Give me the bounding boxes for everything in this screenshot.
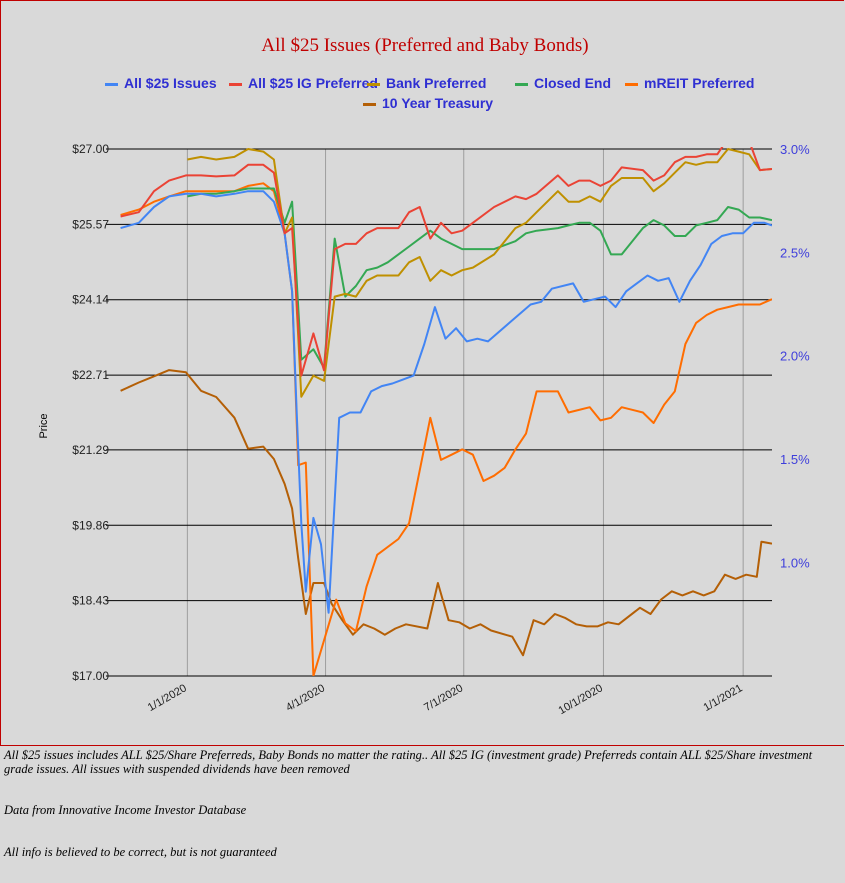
note-description: All $25 issues includes ALL $25/Share Pr… (4, 748, 813, 776)
x-tick-label: 10/1/2020 (557, 682, 605, 717)
y-tick-label: $25.57 (72, 217, 109, 231)
series-line-all-25-issues (120, 190, 772, 614)
legend-swatch (625, 83, 638, 86)
series-line-mreit-preferred (120, 182, 772, 676)
y-tick-label: $19.86 (72, 518, 109, 532)
legend-label: All $25 Issues (124, 75, 217, 91)
series-line-closed-end (187, 187, 772, 369)
y-tick-label: $21.29 (72, 443, 109, 457)
line-chart: All $25 Issues (Preferred and Baby Bonds… (38, 35, 810, 717)
legend-swatch (363, 103, 376, 106)
grid (106, 148, 772, 677)
legend-label: Closed End (534, 75, 611, 91)
y-right-tick-label: 2.0% (780, 349, 810, 364)
legend-swatch (515, 83, 528, 86)
y-axis-label: Price (38, 413, 50, 438)
legend-swatch (367, 83, 380, 86)
legend-label: All $25 IG Preferred (248, 75, 378, 91)
note-data-source: Data from Innovative Income Investor Dat… (4, 803, 247, 817)
y-tick-label: $27.00 (72, 142, 109, 156)
note-disclaimer: All info is believed to be correct, but … (4, 845, 277, 859)
legend-label: 10 Year Treasury (382, 95, 493, 111)
y-right-tick-label: 3.0% (780, 142, 810, 157)
y-right-tick-label: 1.0% (780, 555, 810, 570)
legend: All $25 Issues All $25 IG Preferred Bank P… (105, 75, 754, 111)
x-tick-label: 1/1/2021 (702, 682, 745, 714)
series-line-bank-preferred (187, 148, 772, 398)
y-tick-label: $24.14 (72, 293, 109, 307)
y-right-tick-label: 2.5% (780, 245, 810, 260)
y-tick-label: $18.43 (72, 594, 109, 608)
x-tick-label: 1/1/2020 (146, 682, 189, 714)
y-tick-label: $17.00 (72, 669, 109, 683)
y-right-tick-label: 1.5% (780, 452, 810, 467)
y-tick-label: $22.71 (72, 368, 109, 382)
legend-swatch (105, 83, 118, 86)
series-layer (120, 147, 772, 676)
chart-frame: All $25 Issues (Preferred and Baby Bonds… (0, 0, 844, 746)
x-tick-label: 4/1/2020 (284, 682, 327, 714)
series-line-all-25-ig-preferred (120, 147, 772, 377)
chart-title: All $25 Issues (Preferred and Baby Bonds… (261, 35, 588, 56)
legend-label: Bank Preferred (386, 75, 486, 91)
x-tick-label: 7/1/2020 (422, 682, 465, 714)
legend-label: mREIT Preferred (644, 75, 754, 91)
series-line-10-year-treasury (120, 369, 772, 657)
axes: 1/1/2020 4/1/2020 7/1/2020 10/1/2020 1/1/202… (72, 142, 810, 717)
legend-swatch (229, 83, 242, 86)
